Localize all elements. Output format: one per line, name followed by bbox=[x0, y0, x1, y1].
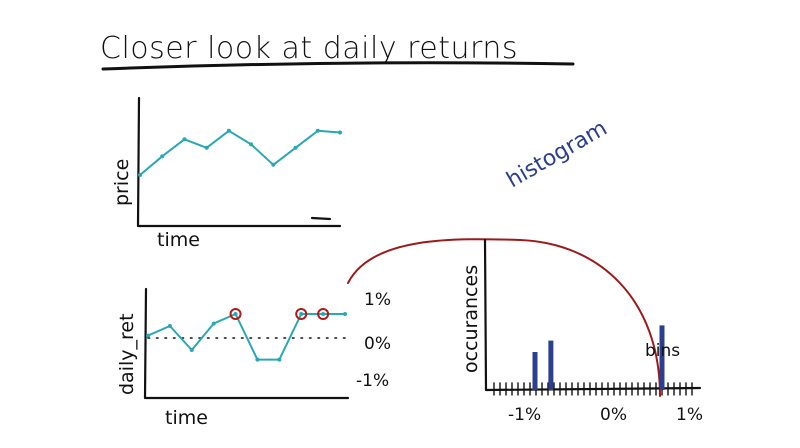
returns-point bbox=[211, 321, 216, 326]
returns-point bbox=[167, 324, 172, 328]
returns-point bbox=[255, 357, 260, 362]
returns-tick-bottom: -1% bbox=[356, 371, 389, 391]
histogram-tick-mid: 0% bbox=[600, 405, 627, 425]
price-point bbox=[315, 128, 320, 133]
returns-point bbox=[233, 312, 238, 316]
page-title: Closer look at daily returns bbox=[100, 31, 518, 66]
returns-y-label: daily_ret bbox=[116, 313, 138, 395]
returns-point bbox=[277, 357, 282, 362]
returns-axes bbox=[143, 287, 350, 400]
returns-point bbox=[299, 312, 304, 316]
histogram-axes bbox=[483, 238, 702, 392]
highlight-marker bbox=[317, 308, 330, 320]
returns-chart: daily_ret time 1% 0% -1% bbox=[116, 287, 391, 429]
returns-series bbox=[146, 308, 347, 362]
highlight-marker bbox=[295, 308, 308, 320]
price-point bbox=[338, 130, 342, 135]
price-chart: price time bbox=[111, 96, 342, 251]
returns-point bbox=[146, 333, 150, 338]
histogram-bars bbox=[532, 325, 665, 390]
price-series bbox=[138, 128, 342, 177]
returns-x-label: time bbox=[165, 407, 208, 429]
price-point bbox=[182, 137, 187, 142]
histogram-tick-right: 1% bbox=[676, 405, 703, 425]
price-point bbox=[160, 154, 165, 159]
highlight-marker bbox=[229, 308, 242, 320]
price-axis-stroke bbox=[310, 216, 332, 221]
price-point bbox=[293, 145, 298, 150]
histogram-y-label: occurances bbox=[460, 265, 482, 373]
price-point bbox=[226, 128, 231, 133]
histogram-note: histogram bbox=[503, 116, 612, 193]
histogram-bar bbox=[548, 340, 554, 390]
price-y-label: price bbox=[111, 159, 133, 206]
histogram-chart: histogram occurances bins -1% 0% 1% bbox=[460, 116, 703, 425]
returns-point bbox=[189, 348, 194, 352]
price-axes bbox=[136, 96, 342, 228]
histogram-bar bbox=[659, 325, 665, 390]
title-underline bbox=[101, 61, 575, 71]
price-x-label: time bbox=[157, 229, 200, 251]
histogram-bar bbox=[532, 352, 538, 390]
returns-tick-top: 1% bbox=[364, 290, 391, 310]
returns-point bbox=[343, 312, 347, 316]
price-point bbox=[138, 173, 142, 177]
bins-label: bins bbox=[645, 341, 680, 361]
returns-tick-mid: 0% bbox=[364, 334, 391, 354]
price-point bbox=[204, 145, 209, 150]
price-point bbox=[249, 142, 254, 147]
histogram-tick-left: -1% bbox=[508, 405, 541, 425]
returns-point bbox=[321, 312, 326, 316]
returns-line bbox=[147, 313, 345, 361]
price-line bbox=[139, 129, 341, 176]
price-point bbox=[271, 162, 276, 167]
arrow-curve bbox=[347, 238, 661, 397]
